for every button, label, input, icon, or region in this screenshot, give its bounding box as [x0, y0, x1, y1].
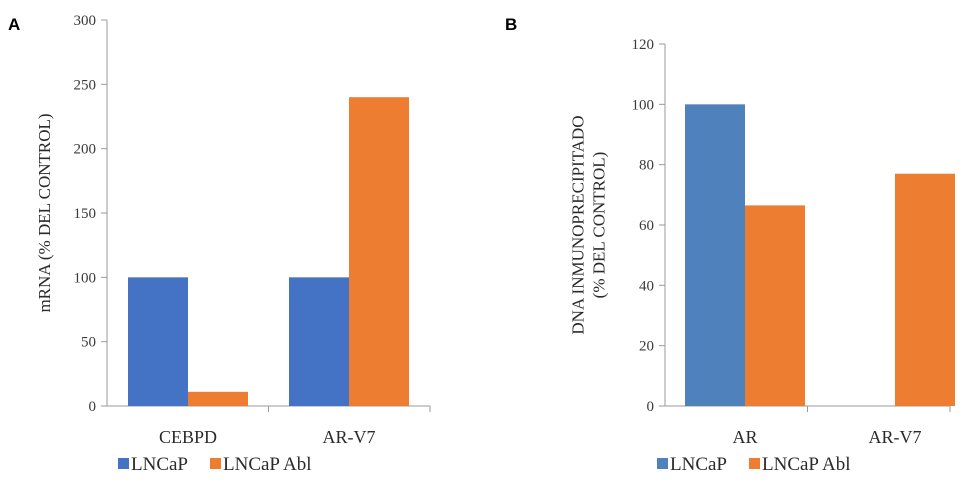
x-category-label: AR-V7 [323, 427, 376, 447]
y-tick-label: 120 [632, 37, 655, 53]
legend-entry: LNCaP [670, 454, 727, 475]
bar [895, 173, 955, 406]
legend-swatch [657, 458, 668, 469]
legend-swatch [749, 458, 760, 469]
bar [289, 277, 349, 406]
y-tick-label: 20 [639, 339, 654, 355]
y-tick-label: 250 [74, 77, 97, 93]
y-tick-label: 200 [74, 142, 97, 158]
bar [685, 104, 745, 406]
legend-swatch [118, 458, 129, 469]
y-tick-label: 50 [81, 335, 96, 351]
legend-entry: LNCaP Abl [223, 454, 312, 475]
legend-swatch [210, 458, 221, 469]
bar [349, 97, 409, 406]
legend-entry: LNCaP [131, 454, 188, 475]
x-category-label: CEBPD [159, 427, 217, 447]
y-axis-label: DNA INMUNOPRECIPITADO [569, 115, 588, 334]
y-tick-label: 150 [74, 206, 97, 222]
bar [745, 205, 805, 406]
panel-label: B [505, 15, 517, 34]
y-tick-label: 300 [74, 13, 97, 29]
y-axis-label: mRNA (% DEL CONTROL) [35, 113, 54, 312]
x-category-label: AR-V7 [869, 427, 922, 447]
y-tick-label: 100 [74, 270, 97, 286]
y-tick-label: 100 [632, 97, 655, 113]
y-tick-label: 40 [639, 278, 654, 294]
y-tick-label: 80 [639, 158, 654, 174]
y-tick-label: 60 [639, 218, 654, 234]
legend-entry: LNCaP Abl [762, 454, 851, 475]
y-axis-label: (% DEL CONTROL) [590, 152, 609, 299]
y-tick-label: 0 [647, 399, 655, 415]
x-category-label: AR [732, 427, 757, 447]
bar [128, 277, 188, 406]
panel-label: A [8, 15, 20, 34]
bar [188, 391, 248, 406]
y-tick-label: 0 [89, 399, 97, 415]
